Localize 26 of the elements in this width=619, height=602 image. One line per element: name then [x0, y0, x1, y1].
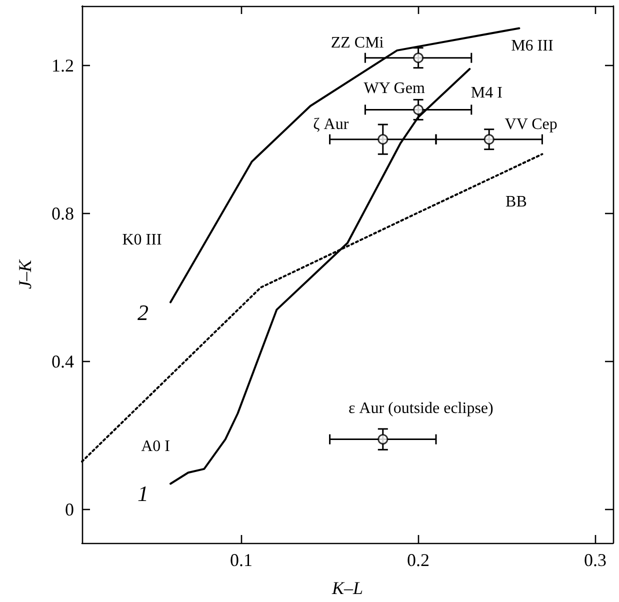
- x-tick-label: 0.1: [230, 550, 253, 570]
- point: [484, 134, 494, 145]
- point: [378, 434, 388, 445]
- annotation: ζ Aur: [313, 116, 350, 133]
- y-tick-label: 0.8: [52, 203, 74, 224]
- point: [413, 104, 424, 115]
- y-tick-label: 0.4: [52, 352, 74, 372]
- point: [413, 52, 424, 64]
- annotation: A0 I: [141, 438, 170, 456]
- x-axis-title: K–L: [330, 578, 364, 598]
- annotation: VV Cep: [504, 116, 558, 133]
- annotation: M6 III: [511, 38, 554, 55]
- series-label: 1: [138, 481, 148, 506]
- annotation: ε Aur (outside eclipse): [348, 400, 494, 417]
- annotation: M4 I: [470, 84, 502, 102]
- annotation: BB: [506, 194, 527, 211]
- series-label: 2: [138, 300, 148, 325]
- y-axis-title: J–K: [15, 259, 35, 289]
- x-tick-label: 0.3: [584, 550, 607, 570]
- annotation: K0 III: [122, 232, 162, 248]
- y-tick-label: 1.2: [52, 55, 74, 76]
- point: [378, 134, 388, 145]
- x-tick-label: 0.2: [407, 550, 430, 570]
- annotation: ZZ CMi: [330, 34, 384, 52]
- annotation: WY Gem: [364, 80, 426, 98]
- y-tick-label: 0: [65, 500, 74, 520]
